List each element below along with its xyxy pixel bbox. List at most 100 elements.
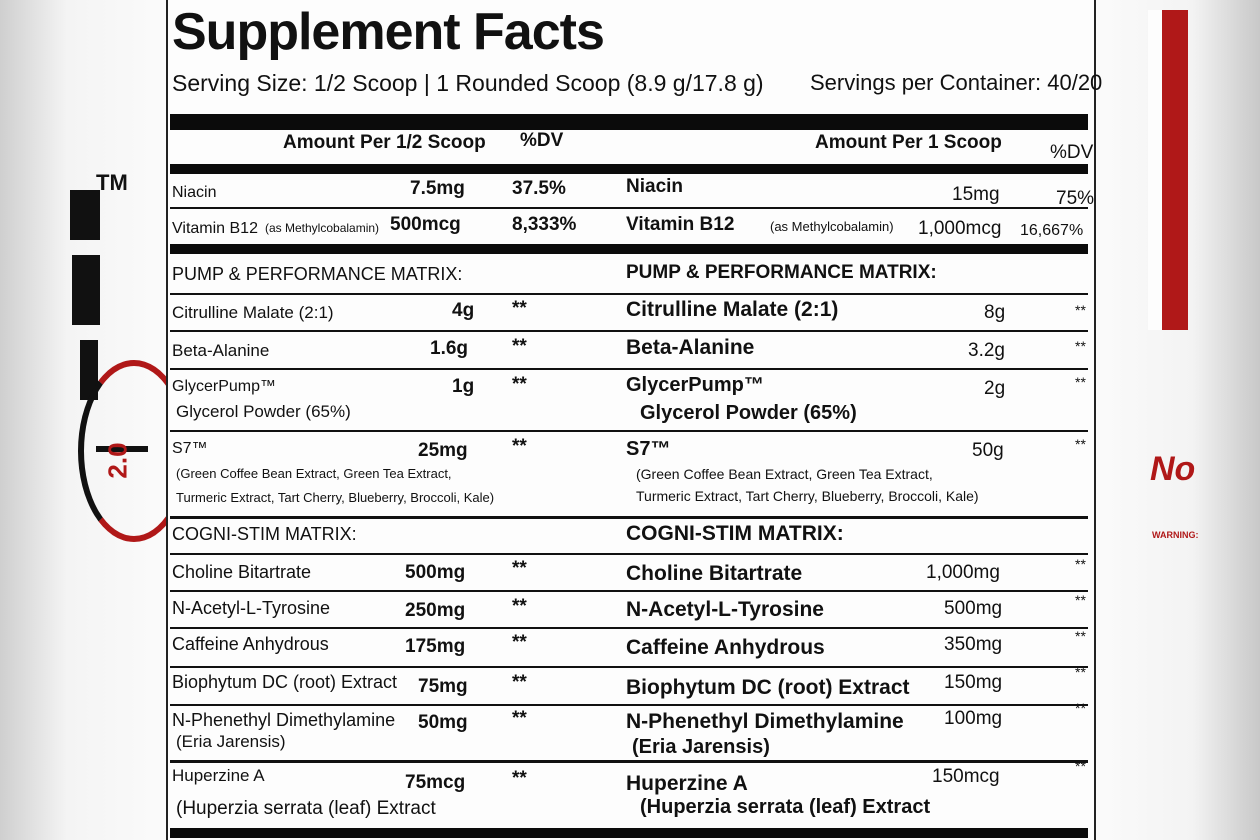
cogni-item-right: Caffeine Anhydrous	[626, 636, 825, 659]
cogni-item-left-amount: 75mcg	[405, 772, 466, 793]
cogni-item-right: Choline Bitartrate	[626, 562, 803, 585]
row-divider	[170, 666, 1088, 668]
cogni-item-right: N-Acetyl-L-Tyrosine	[626, 598, 824, 621]
cogni-item-right-dv: **	[1075, 758, 1086, 774]
cogni-item-right-amount: 150mcg	[932, 766, 1000, 787]
row-divider	[170, 553, 1088, 555]
right-warning-text: WARNING:	[1152, 530, 1199, 540]
pump-item-right-sub2: Turmeric Extract, Tart Cherry, Blueberry…	[636, 488, 979, 504]
cogni-item-left: Choline Bitartrate	[172, 562, 312, 582]
brand-logo-block	[70, 190, 100, 240]
crosshair-line	[96, 446, 148, 452]
pump-item-right: S7™	[626, 438, 671, 460]
pump-item-right-dv: **	[1075, 436, 1086, 452]
vitamin-right-amount: 15mg	[952, 184, 1000, 205]
cogni-item-right-dv: **	[1075, 664, 1086, 680]
medium-divider	[170, 164, 1088, 174]
right-no-text: No	[1150, 450, 1196, 488]
left-amount-header: Amount Per 1/2 Scoop	[283, 132, 486, 153]
cogni-item-right: Huperzine A	[626, 772, 748, 795]
row-divider	[170, 760, 1088, 763]
cogni-item-right-amount: 350mg	[944, 634, 1003, 655]
cogni-matrix-heading-right: COGNI-STIM MATRIX:	[626, 522, 844, 545]
pump-item-left-amount: 1.6g	[430, 338, 469, 359]
pump-item-left-sub: (Green Coffee Bean Extract, Green Tea Ex…	[176, 466, 452, 481]
cogni-item-right: Biophytum DC (root) Extract	[626, 676, 910, 699]
cogni-item-left-amount: 500mg	[405, 562, 466, 583]
serving-size: Serving Size: 1/2 Scoop | 1 Rounded Scoo…	[172, 70, 764, 96]
pump-item-right: Citrulline Malate (2:1)	[626, 298, 839, 321]
vitamin-right-note: (as Methylcobalamin)	[770, 219, 894, 234]
cogni-item-left: Huperzine A	[172, 766, 265, 785]
brand-logo-block	[80, 340, 98, 400]
cogni-item-dv: **	[512, 708, 527, 729]
row-divider	[170, 207, 1088, 209]
pump-item-left-amount: 1g	[452, 376, 475, 397]
left-dv-header: %DV	[520, 130, 564, 151]
bottom-divider	[170, 828, 1088, 838]
pump-item-dv: **	[512, 374, 527, 395]
pump-item-right: GlycerPump™	[626, 374, 764, 396]
cogni-item-left-amount: 75mg	[418, 676, 468, 697]
cogni-item-left-sub: (Eria Jarensis)	[176, 732, 286, 751]
pump-item-left: Citrulline Malate (2:1)	[172, 303, 334, 322]
vitamin-right-name: Vitamin B12	[626, 214, 735, 235]
cogni-item-dv: **	[512, 632, 527, 653]
vitamin-left-amount: 500mcg	[390, 214, 461, 235]
vitamin-left-amount: 7.5mg	[410, 178, 465, 199]
cogni-item-right-sub: (Eria Jarensis)	[632, 736, 770, 758]
cogni-item-left: Caffeine Anhydrous	[172, 634, 329, 654]
row-divider	[170, 368, 1088, 370]
medium-divider	[170, 244, 1088, 254]
row-divider	[170, 627, 1088, 629]
vitamin-right-amount: 1,000mcg	[918, 218, 1002, 239]
cogni-item-left-amount: 250mg	[405, 600, 466, 621]
version-badge: 2.0	[102, 442, 133, 479]
cogni-item-left-amount: 50mg	[418, 712, 468, 733]
cogni-item-left-sub: (Huperzia serrata (leaf) Extract	[176, 798, 436, 819]
vitamin-right-name: Niacin	[626, 176, 684, 197]
vitamin-left-dv: 37.5%	[512, 178, 566, 199]
row-divider	[170, 293, 1088, 295]
vitamin-right-dv: 75%	[1056, 188, 1095, 209]
pump-item-left-sub2: Turmeric Extract, Tart Cherry, Blueberry…	[176, 490, 495, 505]
cogni-matrix-heading-left: COGNI-STIM MATRIX:	[172, 524, 357, 544]
pump-item-left: Beta-Alanine	[172, 341, 270, 360]
cogni-item-left-amount: 175mg	[405, 636, 466, 657]
vitamin-left-name: Vitamin B12	[172, 220, 258, 237]
cogni-item-dv: **	[512, 596, 527, 617]
pump-item-right-dv: **	[1075, 374, 1086, 390]
cogni-item-right-dv: **	[1075, 556, 1086, 572]
supplement-facts-label	[166, 0, 1096, 840]
thick-divider	[170, 114, 1088, 130]
pump-item-right-sub: Glycerol Powder (65%)	[640, 402, 857, 424]
pump-item-left-sub: Glycerol Powder (65%)	[176, 402, 351, 421]
cogni-item-dv: **	[512, 768, 527, 789]
pump-item-left: S7™	[172, 440, 208, 457]
page-title: Supplement Facts	[172, 3, 605, 61]
vitamin-left-name: Niacin	[172, 184, 217, 201]
trademark-mark: TM	[96, 170, 128, 195]
cogni-item-right-sub: (Huperzia serrata (leaf) Extract	[640, 796, 931, 818]
cogni-item-left: Biophytum DC (root) Extract	[172, 672, 398, 692]
pump-item-dv: **	[512, 298, 527, 319]
row-divider	[170, 330, 1088, 332]
servings-per-container: Servings per Container: 40/20	[810, 70, 1103, 95]
cogni-item-right: N-Phenethyl Dimethylamine	[626, 710, 904, 733]
pump-item-right: Beta-Alanine	[626, 336, 755, 359]
pump-matrix-heading-left: PUMP & PERFORMANCE MATRIX:	[172, 264, 463, 284]
pump-matrix-heading-right: PUMP & PERFORMANCE MATRIX:	[626, 262, 937, 283]
pump-item-left: GlycerPump™	[172, 378, 277, 395]
row-divider	[170, 590, 1088, 592]
pump-item-right-amount: 50g	[972, 440, 1004, 461]
cogni-item-right-dv: **	[1075, 592, 1086, 608]
pump-item-right-amount: 8g	[984, 302, 1006, 323]
right-dv-header: %DV	[1050, 142, 1094, 163]
vitamin-left-dv: 8,333%	[512, 214, 577, 235]
brand-logo-block	[72, 255, 100, 325]
vitamin-left-note: (as Methylcobalamin)	[265, 221, 380, 235]
cogni-item-left: N-Phenethyl Dimethylamine	[172, 710, 396, 730]
vitamin-right-dv: 16,667%	[1020, 222, 1084, 239]
cogni-item-right-dv: **	[1075, 628, 1086, 644]
cogni-item-right-amount: 500mg	[944, 598, 1003, 619]
